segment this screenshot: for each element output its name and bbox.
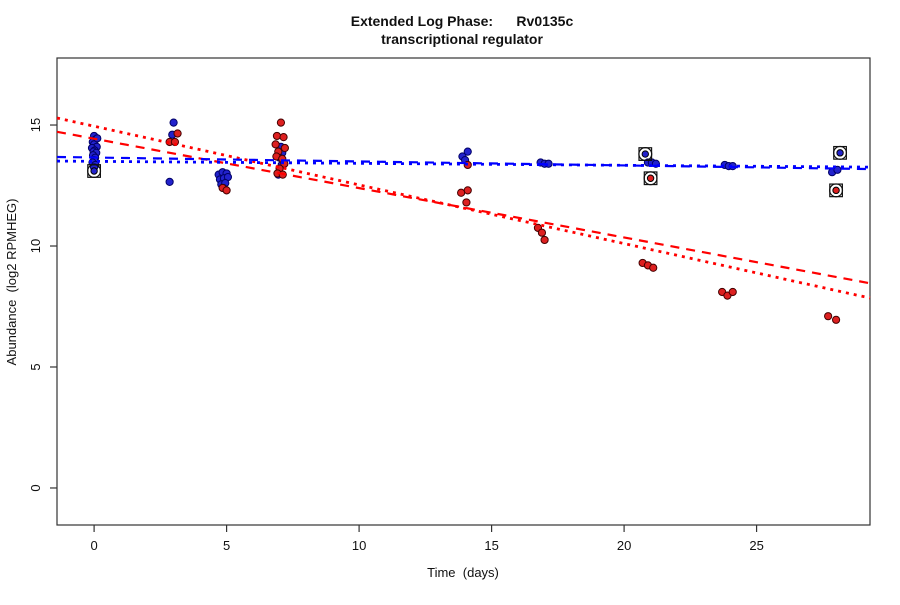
flag-circle — [643, 171, 658, 186]
y-axis-ticks: 0 5 10 15 — [28, 118, 57, 492]
blue-condition-point — [463, 147, 472, 156]
blue-condition-point — [169, 118, 178, 127]
plot-border — [56, 57, 871, 526]
blue-condition-point — [165, 177, 174, 186]
red-dashed-fit — [56, 130, 871, 285]
y-tick-label: 0 — [28, 484, 43, 491]
x-tick-label: 10 — [352, 538, 366, 553]
y-axis-label: Abundance (log2 RPMHEG) — [4, 199, 19, 366]
flagged-point — [641, 150, 649, 158]
blue-dashed-fit — [56, 155, 871, 171]
x-tick-label: 5 — [223, 538, 230, 553]
red-condition-point — [279, 133, 288, 142]
trend-lines — [56, 116, 871, 300]
red-condition-point — [457, 188, 466, 197]
red-condition-point — [271, 140, 280, 149]
x-tick-label: 15 — [484, 538, 498, 553]
plot-title-line1: Extended Log Phase: Rv0135c — [351, 13, 574, 29]
y-tick-label: 15 — [28, 118, 43, 132]
flagged-point — [836, 149, 844, 157]
y-tick-label: 10 — [28, 239, 43, 253]
red-condition-point — [222, 186, 231, 195]
red-condition-point — [831, 315, 841, 324]
red-condition-point — [463, 186, 472, 195]
flag-circle — [829, 183, 844, 198]
red-condition-point — [462, 198, 471, 207]
y-tick-label: 5 — [28, 363, 43, 370]
red-condition-point — [280, 143, 289, 153]
red-condition-point — [540, 235, 549, 245]
red-condition-point — [728, 287, 737, 297]
flag-circle — [833, 145, 848, 160]
red-condition-point — [649, 263, 658, 272]
flagged-points — [87, 145, 848, 198]
x-axis-ticks: 0 5 10 15 20 25 — [90, 525, 764, 553]
red-condition-point — [276, 118, 286, 127]
flagged-point — [646, 174, 655, 182]
plot-title-line2: transcriptional regulator — [381, 31, 543, 47]
x-axis-label: Time (days) — [427, 565, 499, 580]
x-tick-label: 0 — [90, 538, 97, 553]
red-condition-point — [272, 131, 282, 141]
scatter-points — [87, 118, 842, 324]
red-dotted-fit — [56, 116, 871, 300]
flagged-point — [832, 186, 840, 195]
red-condition-point — [173, 129, 182, 138]
x-tick-label: 25 — [749, 538, 763, 553]
flagged-point — [90, 167, 98, 175]
red-condition-point — [537, 228, 547, 237]
x-tick-label: 20 — [617, 538, 631, 553]
flag-circle — [87, 163, 102, 178]
flag-circle — [638, 147, 653, 162]
red-condition-point — [824, 312, 833, 321]
